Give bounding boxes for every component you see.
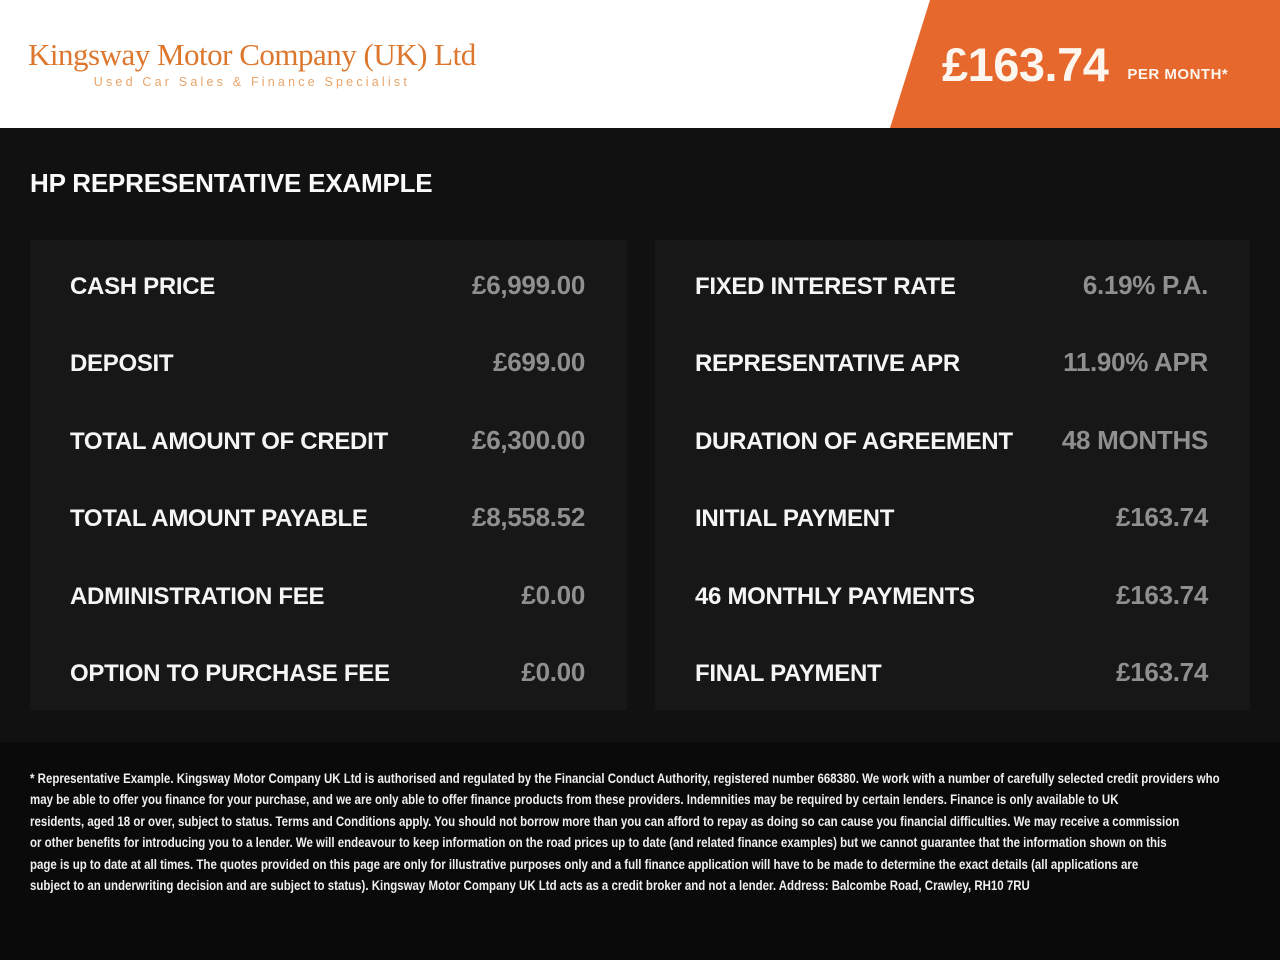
logo-tagline: Used Car Sales & Finance Specialist	[93, 74, 410, 89]
finance-row: CASH PRICE £6,999.00	[70, 270, 585, 301]
price-banner: £163.74 PER MONTH*	[890, 0, 1280, 128]
finance-row-label: TOTAL AMOUNT OF CREDIT	[70, 427, 388, 455]
finance-row-label: DEPOSIT	[70, 350, 174, 378]
finance-row: DURATION OF AGREEMENT 48 MONTHS	[695, 425, 1208, 456]
finance-row: FIXED INTEREST RATE 6.19% P.A.	[695, 270, 1208, 301]
finance-row-value: £6,999.00	[472, 270, 585, 300]
finance-row-label: 46 MONTHLY PAYMENTS	[695, 582, 975, 610]
finance-row-value: 48 MONTHS	[1061, 424, 1208, 455]
finance-row-label: OPTION TO PURCHASE FEE	[70, 659, 390, 687]
finance-row: DEPOSIT £699.00	[70, 347, 585, 378]
finance-row-value: £163.74	[1116, 579, 1208, 610]
finance-row-value: 11.90% APR	[1063, 347, 1208, 378]
finance-panel-left: CASH PRICE £6,999.00 DEPOSIT £699.00 TOT…	[30, 240, 627, 710]
finance-row-label: FIXED INTEREST RATE	[695, 273, 956, 300]
finance-row-value: £0.00	[521, 656, 585, 687]
header-bar: Kingsway Motor Company (UK) Ltd Used Car…	[0, 0, 1280, 128]
price-banner-row: £163.74 PER MONTH*	[942, 41, 1228, 88]
finance-row-label: FINAL PAYMENT	[695, 659, 882, 687]
monthly-price: £163.74	[942, 37, 1109, 91]
finance-row-label: ADMINISTRATION FEE	[70, 582, 325, 610]
finance-row: INITIAL PAYMENT £163.74	[695, 502, 1208, 533]
finance-row-value: 6.19% P.A.	[1082, 270, 1208, 300]
finance-row-label: REPRESENTATIVE APR	[695, 350, 960, 378]
finance-row: OPTION TO PURCHASE FEE £0.00	[70, 657, 585, 688]
finance-row-value: £0.00	[521, 579, 585, 610]
disclaimer-line: * Representative Example. Kingsway Motor…	[30, 771, 1220, 786]
disclaimer-line: or other benefits for introducing you to…	[30, 835, 1167, 851]
disclaimer-line: page is up to date at all times. The quo…	[30, 856, 1139, 872]
disclaimer: * Representative Example. Kingsway Motor…	[30, 768, 1220, 896]
finance-row-value: £163.74	[1116, 656, 1208, 687]
finance-row-value: £699.00	[493, 347, 585, 378]
disclaimer-line: may be able to offer you finance for you…	[30, 792, 1119, 808]
finance-row-label: INITIAL PAYMENT	[695, 505, 895, 533]
finance-row: FINAL PAYMENT £163.74	[695, 657, 1208, 688]
finance-row: ADMINISTRATION FEE £0.00	[70, 580, 585, 611]
finance-row-value: £163.74	[1116, 502, 1208, 533]
finance-row-value: £8,558.52	[472, 502, 585, 533]
disclaimer-line: subject to an underwriting decision and …	[30, 878, 1030, 894]
finance-row-label: DURATION OF AGREEMENT	[695, 427, 1013, 455]
logo-title: Kingsway Motor Company (UK) Ltd	[28, 37, 476, 73]
disclaimer-line: residents, aged 18 or over, subject to s…	[30, 813, 1180, 829]
hp-example-title: HP REPRESENTATIVE EXAMPLE	[30, 168, 433, 198]
finance-row-label: TOTAL AMOUNT PAYABLE	[70, 505, 368, 533]
finance-row-value: £6,300.00	[472, 424, 585, 455]
per-month-label: PER MONTH*	[1127, 65, 1229, 83]
finance-panel-right: FIXED INTEREST RATE 6.19% P.A. REPRESENT…	[655, 240, 1250, 710]
finance-row-label: CASH PRICE	[70, 273, 216, 300]
company-logo: Kingsway Motor Company (UK) Ltd Used Car…	[28, 0, 476, 128]
finance-row: TOTAL AMOUNT PAYABLE £8,558.52	[70, 502, 585, 533]
footer-bar: * Representative Example. Kingsway Motor…	[0, 742, 1280, 960]
finance-row: REPRESENTATIVE APR 11.90% APR	[695, 347, 1208, 378]
finance-row: 46 MONTHLY PAYMENTS £163.74	[695, 580, 1208, 611]
finance-row: TOTAL AMOUNT OF CREDIT £6,300.00	[70, 425, 585, 456]
